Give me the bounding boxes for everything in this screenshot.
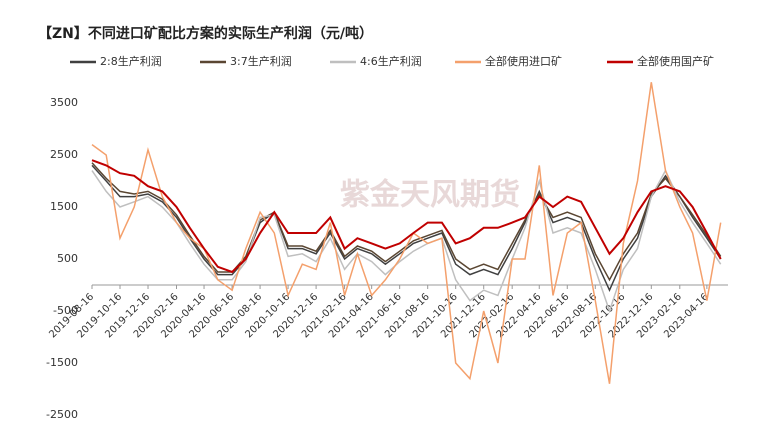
line — [91, 82, 722, 384]
watermark: 紫金天风期货 — [340, 178, 520, 213]
y-tick-label: -1500 — [46, 356, 78, 369]
line — [91, 159, 722, 274]
y-tick-label: -2500 — [46, 408, 78, 421]
legend-label: 4:6生产利润 — [360, 54, 422, 68]
legend-label: 3:7生产利润 — [230, 54, 292, 68]
y-tick-label: 3500 — [50, 96, 78, 109]
legend-label: 全部使用国产矿 — [637, 54, 714, 68]
legend-label: 全部使用进口矿 — [485, 54, 562, 68]
y-tick-label: -500 — [53, 304, 78, 317]
chart-title: 【ZN】不同进口矿配比方案的实际生产利润（元/吨） — [38, 25, 373, 42]
y-tick-label: 500 — [57, 252, 78, 265]
y-tick-label: 1500 — [50, 200, 78, 213]
y-tick-label: 2500 — [50, 148, 78, 161]
line — [91, 168, 722, 314]
line — [91, 164, 722, 293]
legend-label: 2:8生产利润 — [100, 54, 162, 68]
